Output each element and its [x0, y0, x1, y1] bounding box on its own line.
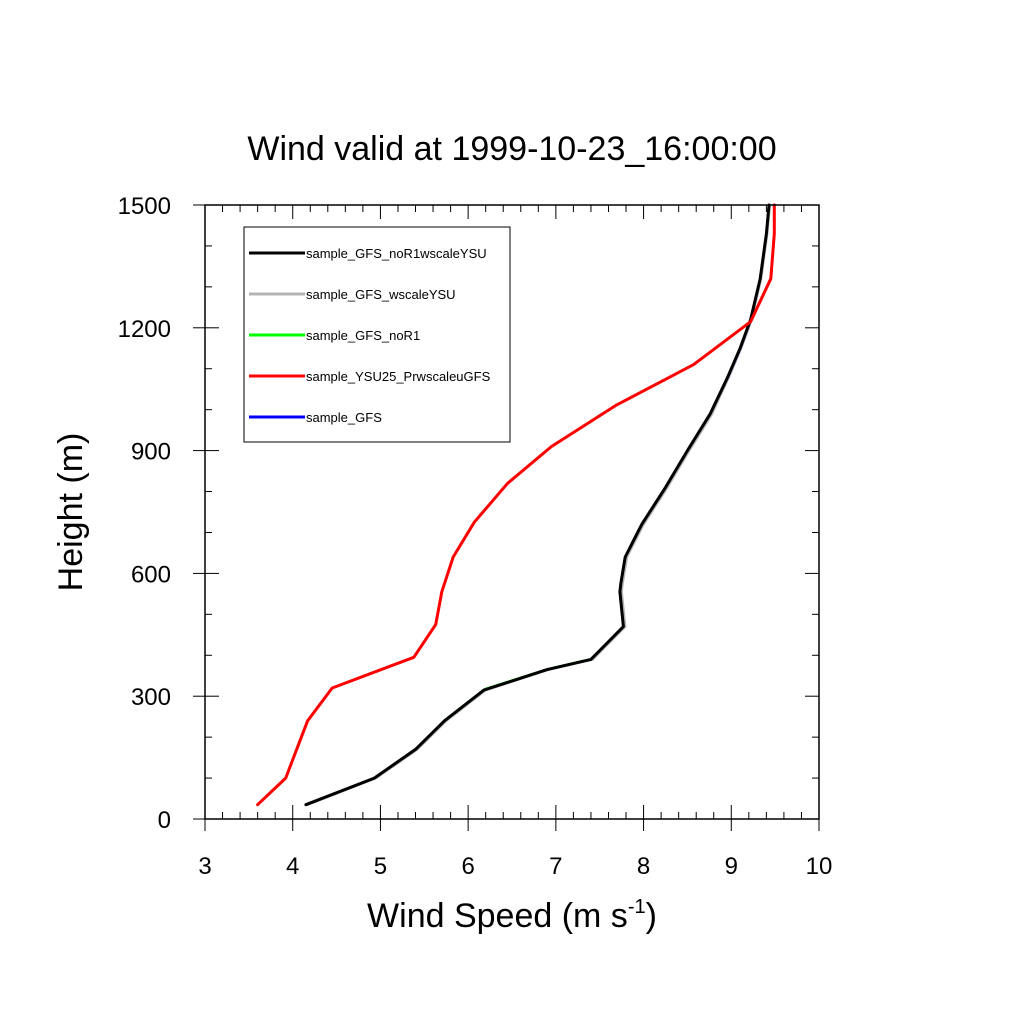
- x-axis-title-tail: ): [646, 897, 657, 935]
- x-tick-label: 7: [549, 853, 562, 880]
- x-axis-title-superscript: -1: [628, 896, 646, 918]
- x-axis-title: Wind Speed (m s-1): [367, 896, 657, 935]
- x-axis-title-main: Wind Speed (m s: [367, 897, 628, 935]
- y-tick-label: 0: [158, 807, 171, 834]
- x-tick-label: 8: [637, 853, 650, 880]
- y-tick-label: 1200: [118, 316, 171, 343]
- legend: sample_GFS_noR1wscaleYSU sample_GFS_wscal…: [243, 226, 511, 443]
- y-tick-label: 900: [131, 439, 171, 466]
- plot-frame: [204, 204, 820, 820]
- x-tick-label: 4: [286, 853, 299, 880]
- y-axis-title: Height (m): [52, 433, 90, 592]
- x-tick-label: 10: [806, 853, 833, 880]
- series-layer: [256, 203, 776, 807]
- x-tick-label: 9: [725, 853, 738, 880]
- legend-label: sample_YSU25_PrwscaleuGFS: [306, 369, 491, 384]
- legend-label: sample_GFS_noR1wscaleYSU: [306, 246, 487, 261]
- x-tick-label: 5: [374, 853, 387, 880]
- legend-label: sample_GFS: [306, 410, 382, 425]
- y-tick-label: 300: [131, 684, 171, 711]
- y-tick-label: 600: [131, 561, 171, 588]
- chart-title: Wind valid at 1999-10-23_16:00:00: [247, 130, 776, 168]
- axis-ticks: [193, 204, 820, 831]
- x-tick-label: 3: [198, 853, 211, 880]
- series-line-sample_YSU25_PrwscaleuGFS: [256, 203, 776, 807]
- y-tick-label: 1500: [118, 193, 171, 220]
- series-line-sample_GFS_noR1wscaleYSU: [304, 203, 771, 807]
- tick-labels: 3 4 5 6 7 8 9 10 0 300 600 900 1200 1500: [118, 193, 833, 880]
- x-tick-label: 6: [461, 853, 474, 880]
- legend-label: sample_GFS_noR1: [306, 328, 420, 343]
- legend-label: sample_GFS_wscaleYSU: [306, 287, 456, 302]
